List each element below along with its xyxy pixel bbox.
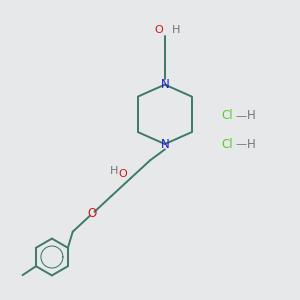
Text: N: N	[160, 78, 169, 91]
Text: —: —	[235, 139, 246, 149]
Text: N: N	[160, 138, 169, 151]
Text: H: H	[110, 166, 118, 176]
Text: O: O	[118, 169, 127, 179]
Text: H: H	[247, 138, 255, 151]
Text: Cl: Cl	[221, 109, 233, 122]
Text: H: H	[247, 109, 255, 122]
Text: O: O	[154, 25, 164, 34]
Text: H: H	[171, 25, 180, 34]
Text: —: —	[235, 111, 246, 121]
Text: Cl: Cl	[221, 138, 233, 151]
Text: O: O	[87, 207, 97, 220]
